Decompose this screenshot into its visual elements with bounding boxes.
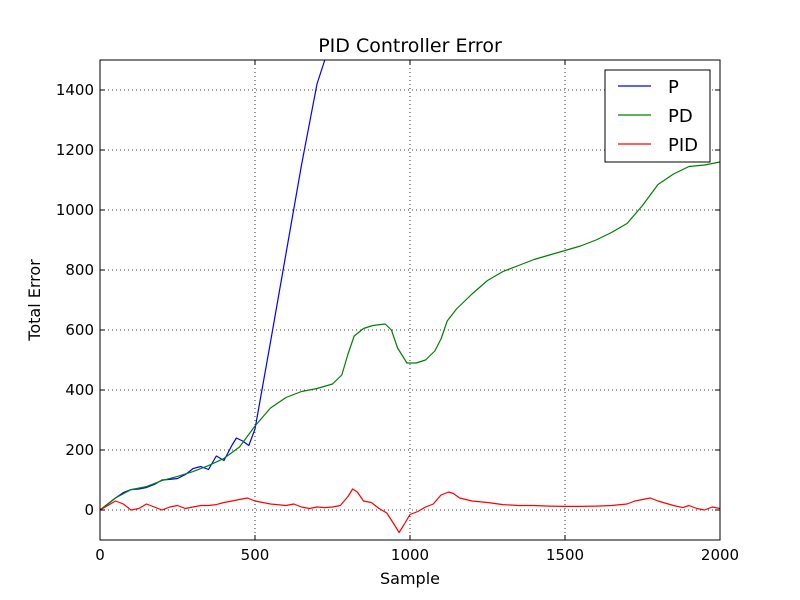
legend-box: [604, 69, 711, 163]
y-tick-label: 1200: [56, 141, 94, 159]
x-tick-label: 2000: [701, 546, 739, 564]
y-tick-label: 0: [84, 501, 94, 519]
series-group: [100, 60, 720, 534]
y-tick-label: 1000: [56, 201, 94, 219]
x-tick-labels: 0 500 1000 1500 2000: [95, 546, 739, 564]
tick-marks: [99, 60, 721, 540]
chart-title: PID Controller Error: [318, 35, 502, 57]
x-tick-label: 0: [95, 546, 105, 564]
x-tick-label: 1000: [391, 546, 429, 564]
legend-label-p: P: [668, 77, 679, 98]
legend-label-pid: PID: [668, 135, 698, 156]
y-tick-label: 600: [65, 321, 94, 339]
legend: P PD PID: [604, 69, 711, 163]
y-tick-label: 200: [65, 441, 94, 459]
x-tick-label: 500: [241, 546, 270, 564]
y-tick-label: 800: [65, 261, 94, 279]
series-line-pd: [100, 161, 720, 511]
x-tick-label: 1500: [546, 546, 584, 564]
y-tick-label: 1400: [56, 81, 94, 99]
y-axis-label: Total Error: [25, 259, 44, 342]
y-tick-labels: 0 200 400 600 800 1000 1200 1400: [56, 81, 94, 519]
y-tick-label: 400: [65, 381, 94, 399]
x-axis-label: Sample: [380, 569, 440, 588]
legend-label-pd: PD: [668, 106, 693, 127]
series-line-pid: [100, 488, 720, 534]
